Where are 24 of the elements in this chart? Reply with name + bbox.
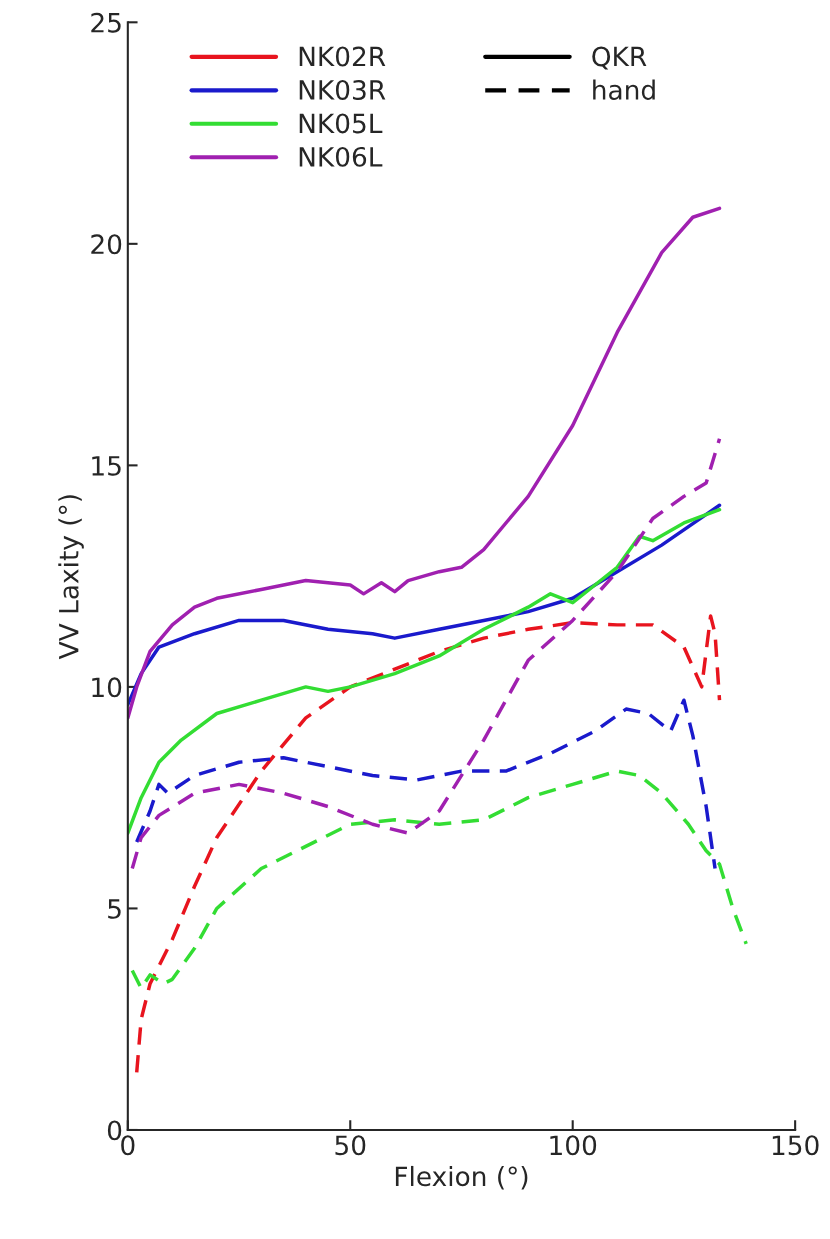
- line-series: [130, 769, 748, 990]
- y-tick-label: 10: [92, 677, 122, 698]
- y-tick-label: 15: [92, 456, 121, 476]
- line-series: [134, 698, 717, 871]
- legend-label: NK02R: [299, 46, 386, 67]
- y-tick-label: 5: [108, 899, 121, 919]
- y-tick-label: 20: [91, 234, 122, 255]
- line-series: [127, 507, 722, 835]
- legend-label: QKR: [592, 46, 647, 70]
- y-tick-label: 25: [91, 12, 121, 33]
- x-tick-label: 100: [550, 1135, 597, 1156]
- x-tick-label: 50: [335, 1135, 366, 1156]
- line-series: [127, 206, 722, 720]
- x-axis-title: Flexion (°): [395, 1165, 528, 1190]
- x-tick-label: 150: [772, 1135, 819, 1156]
- y-axis-title: VV Laxity (°): [58, 495, 84, 660]
- line-series: [134, 614, 722, 1075]
- y-tick-label: 0: [107, 1120, 122, 1141]
- x-tick-label: 0: [121, 1135, 135, 1156]
- line-series: [130, 437, 722, 871]
- legend-label: NK03R: [299, 79, 386, 100]
- legend-label: hand: [593, 79, 655, 100]
- legend-label: NK06L: [299, 146, 383, 167]
- legend-label: NK05L: [299, 113, 383, 134]
